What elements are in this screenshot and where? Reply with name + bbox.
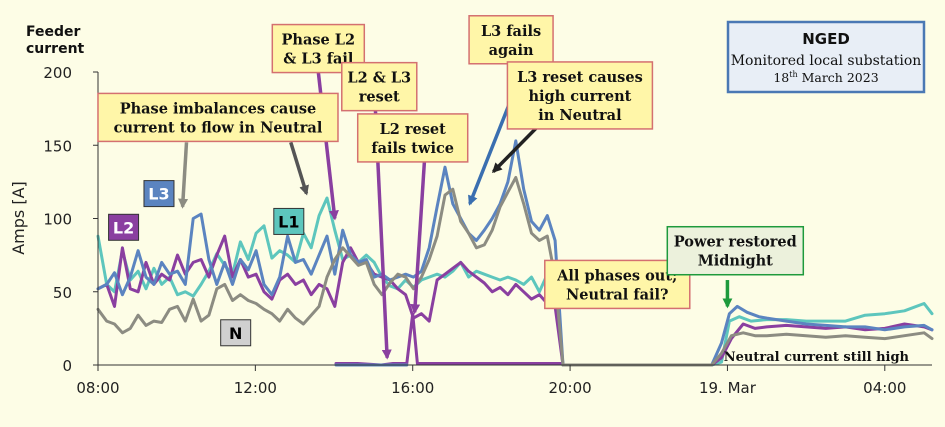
annotation-3-text: L2 & L3 [347, 70, 411, 87]
annotation-3: L2 & L3 reset [341, 61, 418, 112]
x-tick-label: 04:00 [863, 379, 906, 397]
annotation-1-text: current to flow in Neutral [114, 119, 323, 136]
annotation-1-box [97, 92, 339, 143]
annotation-1-text: Phase imbalances cause [120, 100, 317, 117]
annotation-2-text: & L3 fail [283, 51, 354, 68]
y-axis-title-line1: Feeder [26, 24, 81, 40]
annotation-6-text: in Neutral [538, 107, 622, 124]
annotations-layer: L3 L2 L1 N Phase imbalances cause current to … [97, 15, 926, 365]
info-box-date: 18th March 2023 [773, 70, 878, 85]
y-tick-label: 150 [43, 137, 72, 155]
x-tick-label: 20:00 [548, 379, 591, 397]
annotation-2-text: Phase L2 [282, 32, 356, 49]
annotation-arrow [410, 159, 427, 315]
annotation-6: L3 reset causes high current in Neutral [506, 61, 654, 130]
annotation-5-text: L3 fails [481, 23, 541, 40]
annotation-5: L3 fails again [468, 15, 554, 65]
x-tick-label: 12:00 [234, 379, 277, 397]
annotation-3-text: reset [359, 89, 400, 106]
annotation-4-box [356, 113, 469, 163]
annotation-6-text: L3 reset causes [517, 69, 643, 86]
annotation-7-text: All phases out; [556, 267, 677, 284]
annotation-4: L2 reset fails twice [356, 113, 469, 163]
info-box-title: NGED [802, 30, 850, 48]
series-line-l2 [96, 234, 934, 367]
series-line-n [96, 176, 934, 367]
x-tick-label: 19. Mar [699, 379, 757, 397]
x-tick-label: 08:00 [76, 379, 119, 397]
series-badge-label: L1 [278, 212, 299, 231]
series-badge-label: L3 [148, 185, 169, 204]
annotation-6-text: high current [528, 88, 631, 105]
info-box-line1: Monitored local substation [731, 53, 922, 69]
y-axis-title-line2: current [26, 41, 85, 57]
annotation-arrow [491, 126, 538, 174]
annotation-4-text: fails twice [371, 140, 454, 157]
power-restored-text: Power restored [674, 234, 797, 251]
series-layer [96, 139, 934, 367]
series-badge-n [220, 319, 252, 347]
series-badge-l3 [143, 180, 175, 208]
annotation-7: All phases out; Neutral fail? [544, 259, 691, 310]
y-tick-label: 0 [62, 357, 72, 375]
annotation-5-text: again [489, 42, 534, 59]
series-line-l2-outage [334, 312, 564, 367]
series-badge-label: N [229, 324, 242, 343]
series-line-l3 [96, 139, 934, 367]
annotation-4-text: L2 reset [380, 121, 447, 138]
annotation-5-box [468, 15, 554, 65]
annotation-1: Phase imbalances cause current to flow in… [97, 92, 339, 143]
series-badge-label: L2 [113, 218, 134, 237]
info-box [726, 20, 926, 94]
axes-layer: 0 50 100 150 200 08:00 12:00 16:00 20:00 19. Mar 0… [9, 24, 932, 397]
y-tick-label: 50 [53, 284, 72, 302]
annotation-7-box [544, 259, 691, 310]
series-badge-l2 [108, 213, 140, 241]
x-tick-label: 16:00 [391, 379, 434, 397]
annotation-arrow [289, 141, 309, 196]
annotation-6-box [506, 61, 654, 130]
annotation-3-box [341, 61, 418, 112]
power-restored-box [666, 225, 805, 276]
y-axis-label: Amps [A] [9, 181, 28, 255]
neutral-note: Neutral current still high [724, 350, 910, 365]
series-badge-l1 [273, 207, 305, 235]
power-restored-text: Midnight [698, 253, 773, 270]
y-tick-label: 100 [43, 211, 72, 229]
annotation-arrow [178, 142, 189, 209]
power-restored: Power restored Midnight [666, 225, 805, 276]
annotation-7-text: Neutral fail? [566, 286, 668, 303]
y-tick-label: 200 [43, 64, 72, 82]
